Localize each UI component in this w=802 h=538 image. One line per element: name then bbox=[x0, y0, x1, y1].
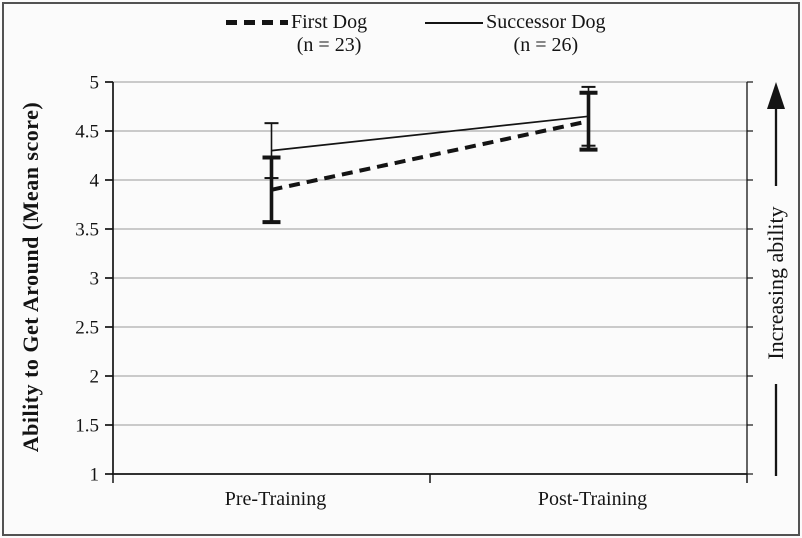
y-tick-label: 1.5 bbox=[75, 416, 99, 437]
legend-item-first-dog: First Dog (n = 23) bbox=[226, 11, 367, 57]
series-first-dog bbox=[262, 90, 598, 225]
y-axis-title: Ability to Get Around (Mean score) bbox=[18, 101, 43, 453]
legend-label-successor-dog: Successor Dog bbox=[486, 11, 606, 33]
axes: 1 1.5 2 2.5 3 3.5 4 4.5 5 Pre-Training Post-Traini… bbox=[75, 73, 753, 510]
y-tick-label: 5 bbox=[90, 73, 100, 94]
solid-line-sample-icon bbox=[425, 22, 484, 24]
y-tick-label: 2 bbox=[90, 367, 100, 388]
y-tick-label: 4.5 bbox=[75, 122, 99, 143]
legend-text-successor-dog: Successor Dog (n = 26) bbox=[486, 11, 605, 57]
y-tick-label: 2.5 bbox=[75, 318, 99, 339]
legend-label-first-dog: First Dog bbox=[291, 11, 368, 33]
y-tick-label: 1 bbox=[90, 465, 100, 486]
increasing-ability-label: Increasing ability bbox=[763, 206, 788, 360]
first-dog-line bbox=[271, 119, 589, 192]
y-tick-label: 3 bbox=[90, 269, 100, 290]
y-tick-label: 4 bbox=[90, 171, 100, 192]
dashed-line-sample-icon bbox=[226, 20, 288, 25]
x-category-label: Pre-Training bbox=[225, 488, 326, 510]
successor-dog-line bbox=[271, 115, 589, 152]
arrow-up-icon bbox=[767, 82, 785, 109]
x-category-label: Post-Training bbox=[538, 488, 647, 510]
legend-n-first-dog: (n = 23) bbox=[296, 34, 362, 56]
y-tick-label: 3.5 bbox=[75, 220, 99, 241]
gridlines bbox=[113, 81, 747, 426]
legend-n-successor-dog: (n = 26) bbox=[513, 34, 579, 56]
legend-item-successor-dog: Successor Dog (n = 26) bbox=[425, 11, 606, 57]
legend-text-first-dog: First Dog (n = 23) bbox=[291, 11, 367, 57]
legend: First Dog (n = 23) Successor Dog (n = 26… bbox=[226, 11, 606, 57]
increase-arrow bbox=[767, 82, 785, 476]
